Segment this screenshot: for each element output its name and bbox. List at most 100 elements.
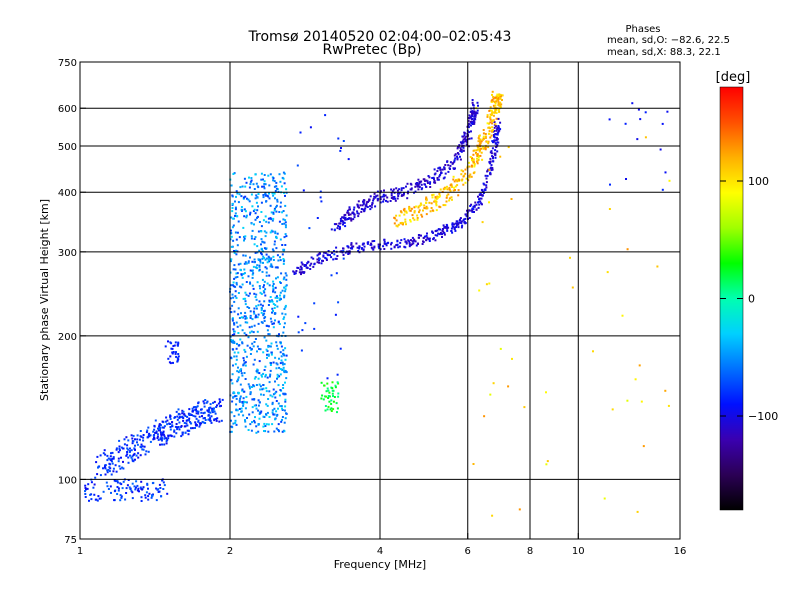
data-point: [298, 271, 301, 274]
data-point: [244, 261, 247, 264]
data-point: [282, 218, 285, 221]
data-point: [490, 120, 493, 123]
data-point: [456, 178, 459, 181]
data-point: [142, 448, 145, 451]
data-point: [273, 192, 276, 195]
data-point: [471, 210, 474, 213]
data-point: [99, 497, 102, 500]
data-point: [243, 372, 246, 374]
data-point: [495, 109, 498, 112]
data-point: [472, 463, 475, 465]
data-point: [488, 168, 491, 171]
data-point: [433, 200, 436, 203]
data-point: [255, 194, 258, 197]
data-point: [258, 268, 261, 271]
data-point: [259, 261, 262, 264]
data-point: [248, 326, 251, 329]
data-point: [405, 211, 408, 214]
y-tick-label: 75: [64, 535, 77, 546]
data-point: [383, 242, 386, 245]
data-point: [449, 190, 452, 193]
data-point: [284, 381, 286, 384]
data-point: [442, 188, 445, 191]
data-point: [477, 140, 480, 143]
data-point: [256, 330, 259, 333]
data-point: [244, 420, 247, 423]
data-point: [274, 197, 276, 200]
data-point: [397, 223, 400, 226]
data-point: [408, 207, 411, 210]
data-point: [233, 342, 236, 344]
data-point: [497, 98, 500, 101]
data-point: [416, 214, 419, 217]
data-point: [473, 211, 475, 213]
data-point: [460, 142, 463, 145]
data-point: [242, 414, 245, 417]
data-point: [382, 200, 385, 203]
data-point: [247, 429, 250, 431]
data-point: [385, 199, 387, 202]
data-point: [357, 215, 360, 218]
data-point: [417, 236, 420, 239]
data-point: [275, 295, 278, 298]
data-point: [131, 437, 134, 440]
info-line-o: mean, sd,O: −82.6, 22.5: [607, 35, 730, 46]
data-point: [208, 418, 211, 421]
data-point: [176, 418, 179, 421]
data-point: [241, 276, 244, 279]
data-point: [442, 224, 445, 227]
data-point: [350, 218, 353, 221]
data-point: [438, 195, 441, 198]
data-point: [250, 193, 253, 196]
colorbar-tick-label: 100: [748, 175, 769, 188]
data-point: [468, 131, 471, 134]
data-point: [141, 488, 144, 491]
data-point: [272, 249, 275, 252]
data-point: [180, 425, 183, 427]
data-point: [170, 347, 173, 350]
data-point: [125, 487, 128, 490]
data-point: [451, 185, 453, 188]
data-point: [362, 199, 365, 202]
data-point: [213, 407, 215, 410]
data-point: [284, 304, 287, 307]
data-point: [267, 217, 270, 220]
data-point: [456, 147, 459, 150]
data-point: [277, 423, 280, 426]
data-point: [493, 139, 496, 142]
data-point: [438, 233, 441, 236]
data-point: [207, 414, 210, 417]
data-point: [464, 172, 467, 175]
data-point: [668, 179, 671, 182]
data-point: [263, 241, 266, 244]
data-point: [103, 449, 106, 452]
data-point: [235, 321, 238, 324]
data-point: [430, 202, 433, 205]
data-point: [371, 203, 373, 206]
data-point: [278, 430, 280, 433]
data-point: [498, 93, 501, 96]
data-point: [480, 151, 483, 154]
data-point: [282, 366, 285, 369]
data-point: [267, 345, 270, 348]
data-point: [110, 452, 112, 455]
data-point: [493, 135, 495, 138]
data-point: [181, 412, 184, 415]
data-point: [426, 236, 429, 239]
data-point: [281, 244, 284, 246]
data-point: [495, 112, 498, 114]
data-point: [253, 398, 256, 401]
data-point: [471, 123, 474, 125]
data-point: [255, 182, 258, 185]
data-point: [200, 422, 202, 425]
data-point: [490, 134, 493, 137]
data-point: [454, 222, 457, 225]
data-point: [184, 431, 187, 434]
data-point: [409, 220, 412, 223]
data-point: [235, 347, 238, 350]
data-point: [282, 349, 285, 352]
data-point: [140, 443, 143, 446]
data-point: [639, 118, 642, 121]
data-point: [284, 347, 287, 350]
data-point: [348, 206, 351, 209]
